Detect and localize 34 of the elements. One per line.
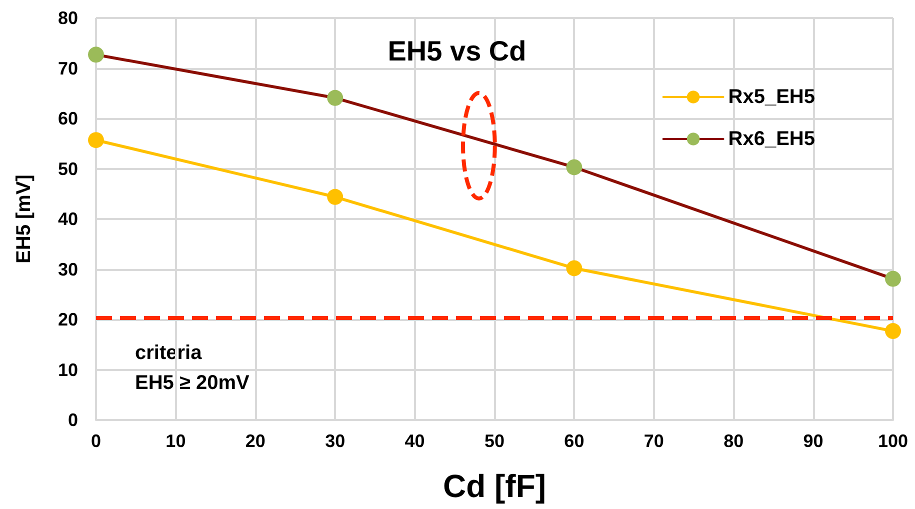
y-tick-label: 60 [58,108,78,128]
point [566,159,582,176]
y-tick-label: 0 [68,410,78,430]
x-tick-label: 40 [404,431,425,451]
point [88,132,104,148]
x-tick-label: 100 [878,431,908,451]
x-tick-label: 70 [644,431,664,451]
y-tick-label: 10 [58,360,78,380]
x-tick-label: 80 [724,431,744,451]
y-tick-label: 40 [58,209,78,229]
x-tick-label: 10 [166,431,186,451]
y-tick-label: 30 [58,259,78,280]
x-tick-label: 0 [90,431,102,451]
point [566,260,582,276]
x-tick-label: 90 [803,431,824,451]
y-tick-label: 80 [58,8,78,28]
y-tick-label: 50 [58,158,78,179]
legend-label: Rx6_EH5 [728,128,815,150]
point [885,323,901,340]
x-tick-label: 20 [245,431,266,451]
y-tick-label: 20 [58,310,78,330]
x-tick-label: 30 [325,431,346,451]
text: EH5 vs Cd [388,36,526,66]
y-axis-title: EH5 [mV] [13,174,35,264]
point [88,46,104,63]
point [327,90,344,106]
x-tick-label: 60 [564,431,584,451]
point [327,188,344,205]
point [885,270,901,287]
legend-label: Rx5_EH5 [728,86,815,108]
x-tick-label: 50 [484,431,505,451]
x-axis-title: Cd [fF] [442,468,546,504]
y-tick-label: 70 [58,58,78,78]
annotation: criteria EH5 ≥ 20mV [135,342,250,394]
